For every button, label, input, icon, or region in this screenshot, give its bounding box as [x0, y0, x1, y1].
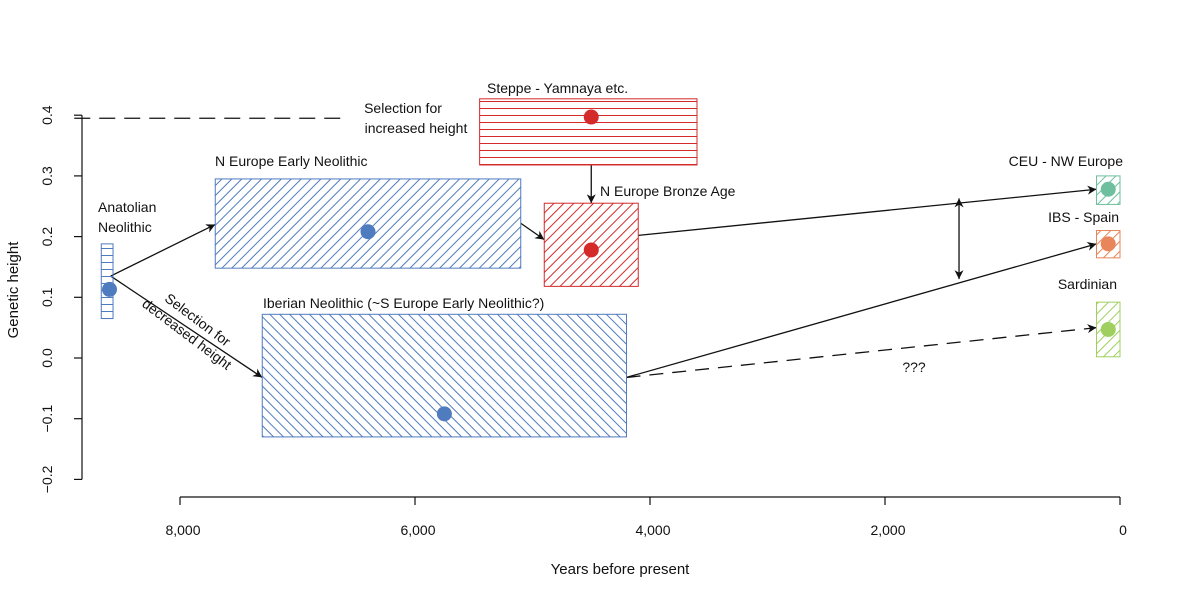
x-tick-label: 6,000	[400, 522, 435, 538]
annotation-selection-increased: increased height	[365, 120, 468, 136]
group-label-sardinian: Sardinian	[1058, 276, 1117, 292]
x-tick-label: 8,000	[165, 522, 200, 538]
y-tick-label: 0.2	[39, 227, 55, 247]
data-point-n-europe-en	[360, 224, 376, 240]
group-label-anatolian: Anatolian	[98, 199, 156, 215]
x-tick-label: 2,000	[870, 522, 905, 538]
data-point-ceu	[1100, 181, 1116, 197]
group-label-ibs: IBS - Spain	[1048, 209, 1119, 225]
y-tick-label: 0.1	[39, 287, 55, 307]
lineage-arrow	[110, 223, 216, 277]
annotation-backing	[350, 98, 475, 138]
connector-lines	[74, 117, 1097, 379]
range-box-anatolian	[100, 243, 114, 320]
y-tick-label: 0.4	[39, 105, 55, 125]
data-point-steppe	[583, 109, 599, 125]
y-tick-label: −0.1	[39, 405, 55, 433]
group-points	[102, 109, 1116, 422]
annotation-question: ???	[902, 359, 926, 375]
data-point-iberian	[436, 406, 452, 422]
axes: −0.2 −0.1 0.0 0.1 0.2 0.3 0.4 Genetic height 8,0…	[5, 105, 1127, 578]
lineage-arrow	[638, 185, 1097, 237]
x-tick-label: 4,000	[635, 522, 670, 538]
range-box-steppe	[479, 98, 698, 166]
x-tick-label: 0	[1119, 522, 1127, 538]
group-label-n-europe-ba: N Europe Bronze Age	[600, 183, 736, 199]
group-boxes	[100, 98, 1121, 438]
group-label-anatolian: Neolithic	[98, 219, 152, 235]
y-tick-label: −0.2	[39, 465, 55, 493]
y-tick-label: 0.0	[39, 348, 55, 368]
lineage-arrow	[520, 222, 545, 241]
y-tick-label: 0.3	[39, 166, 55, 186]
lineage-arrow	[110, 275, 263, 378]
data-point-n-europe-ba	[583, 242, 599, 258]
y-axis-title: Genetic height	[5, 241, 22, 339]
data-point-sardinian	[1100, 321, 1116, 337]
data-point-ibs	[1100, 236, 1116, 252]
group-labels: Anatolian Neolithic N Europe Early Neolith…	[98, 80, 1123, 311]
group-label-n-europe-en: N Europe Early Neolithic	[215, 153, 368, 169]
data-point-anatolian	[102, 281, 117, 297]
group-label-steppe: Steppe - Yamnaya etc.	[487, 80, 628, 96]
group-label-ceu: CEU - NW Europe	[1009, 153, 1124, 169]
range-box-n-europe-en	[214, 178, 522, 269]
group-label-iberian: Iberian Neolithic (~S Europe Early Neoli…	[263, 295, 544, 311]
lineage-arrow	[626, 242, 1097, 379]
lineage-arrow	[626, 324, 1097, 379]
x-axis-title: Years before present	[551, 561, 691, 578]
annotation-selection-increased: Selection for	[364, 100, 442, 116]
